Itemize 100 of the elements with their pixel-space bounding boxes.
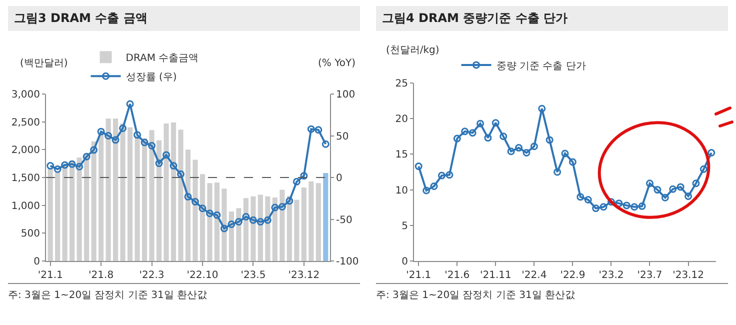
point	[522, 149, 530, 157]
point	[322, 140, 330, 148]
text: 주: 3월은 1~20일 잠정치 기준 31일 환산값	[376, 289, 576, 302]
bar	[55, 172, 60, 261]
point	[68, 160, 76, 168]
bar	[91, 141, 96, 261]
point	[170, 162, 178, 170]
point	[692, 180, 700, 188]
point	[661, 194, 669, 202]
point	[592, 204, 600, 212]
point	[264, 216, 272, 224]
y-tick-label: 10	[395, 185, 408, 196]
x-tick-label: '22.3	[139, 270, 164, 281]
bar	[170, 122, 176, 261]
point	[654, 186, 662, 194]
bar	[120, 124, 126, 261]
point	[314, 126, 322, 134]
point	[148, 142, 156, 150]
point	[228, 220, 236, 228]
point	[530, 142, 538, 150]
bar	[142, 138, 148, 261]
x-tick-label: '21.8	[88, 270, 114, 281]
point	[453, 134, 461, 142]
point	[507, 148, 515, 156]
point	[112, 136, 120, 144]
y-axis-title: (백만달러)	[20, 58, 68, 69]
chart-title: 그림3 DRAM 수출 금액	[8, 6, 360, 31]
bar	[84, 154, 90, 261]
point	[461, 128, 469, 136]
bar	[70, 160, 75, 261]
point	[422, 186, 430, 194]
point	[220, 224, 228, 232]
point	[213, 211, 221, 219]
point	[684, 192, 692, 200]
point	[307, 125, 315, 133]
point	[561, 150, 569, 158]
bar	[156, 140, 162, 261]
point	[278, 202, 286, 210]
y2-tick-label: -100	[336, 256, 359, 268]
y-tick-label: 500	[20, 228, 40, 240]
bar	[316, 183, 321, 261]
point	[177, 170, 185, 178]
point	[669, 185, 677, 193]
bar	[48, 169, 53, 261]
point	[249, 216, 257, 224]
point	[630, 203, 638, 211]
y-tick-label: 0	[402, 256, 408, 268]
point	[446, 171, 454, 179]
point	[104, 132, 112, 140]
bar	[128, 127, 133, 261]
point	[97, 128, 105, 136]
bar	[192, 160, 198, 261]
point	[600, 203, 608, 211]
y-tick-label: 5	[402, 220, 408, 232]
x-tick-label: '23.7	[637, 270, 662, 281]
point	[184, 192, 192, 200]
x-tick-label: '21.1	[406, 270, 432, 281]
point	[492, 119, 500, 127]
bar	[207, 183, 212, 261]
bar	[149, 130, 154, 261]
bar	[62, 164, 68, 261]
y-tick-label: 1,500	[11, 173, 40, 184]
point	[271, 204, 279, 212]
bar	[258, 194, 263, 261]
point	[292, 178, 300, 186]
bar	[250, 196, 256, 261]
point	[638, 202, 646, 210]
point	[206, 210, 214, 218]
text: 주: 3월은 1~20일 잠정치 기준 31일 환산값	[8, 289, 208, 302]
x-tick-label: '23.5	[240, 270, 266, 281]
point	[82, 152, 90, 160]
bar	[76, 157, 82, 261]
bar	[185, 150, 191, 261]
bar	[265, 196, 270, 261]
bar	[222, 188, 227, 261]
y-axis-title: (천달러/kg)	[386, 45, 440, 56]
bar	[200, 174, 206, 261]
y-tick-label: 1,000	[11, 200, 40, 212]
point	[476, 120, 484, 128]
point	[700, 165, 708, 173]
x-tick-label: '21.11	[480, 270, 512, 281]
x-tick-label: '22.4	[522, 270, 547, 281]
bar	[98, 134, 104, 261]
x-tick-label: '23.12	[672, 270, 704, 281]
point	[500, 132, 508, 140]
x-tick-label: '21.1	[38, 270, 63, 281]
point	[554, 168, 562, 176]
point	[546, 136, 554, 144]
point	[54, 165, 62, 173]
bar	[280, 190, 285, 261]
point	[414, 162, 422, 170]
point	[515, 144, 523, 152]
legend-label: 성장률 (우)	[126, 72, 177, 84]
point	[162, 151, 170, 159]
bar	[243, 198, 248, 261]
x-tick-label: '22.10	[186, 270, 218, 281]
point	[568, 158, 576, 166]
point	[155, 160, 163, 168]
bar	[294, 200, 300, 261]
point	[198, 204, 206, 212]
